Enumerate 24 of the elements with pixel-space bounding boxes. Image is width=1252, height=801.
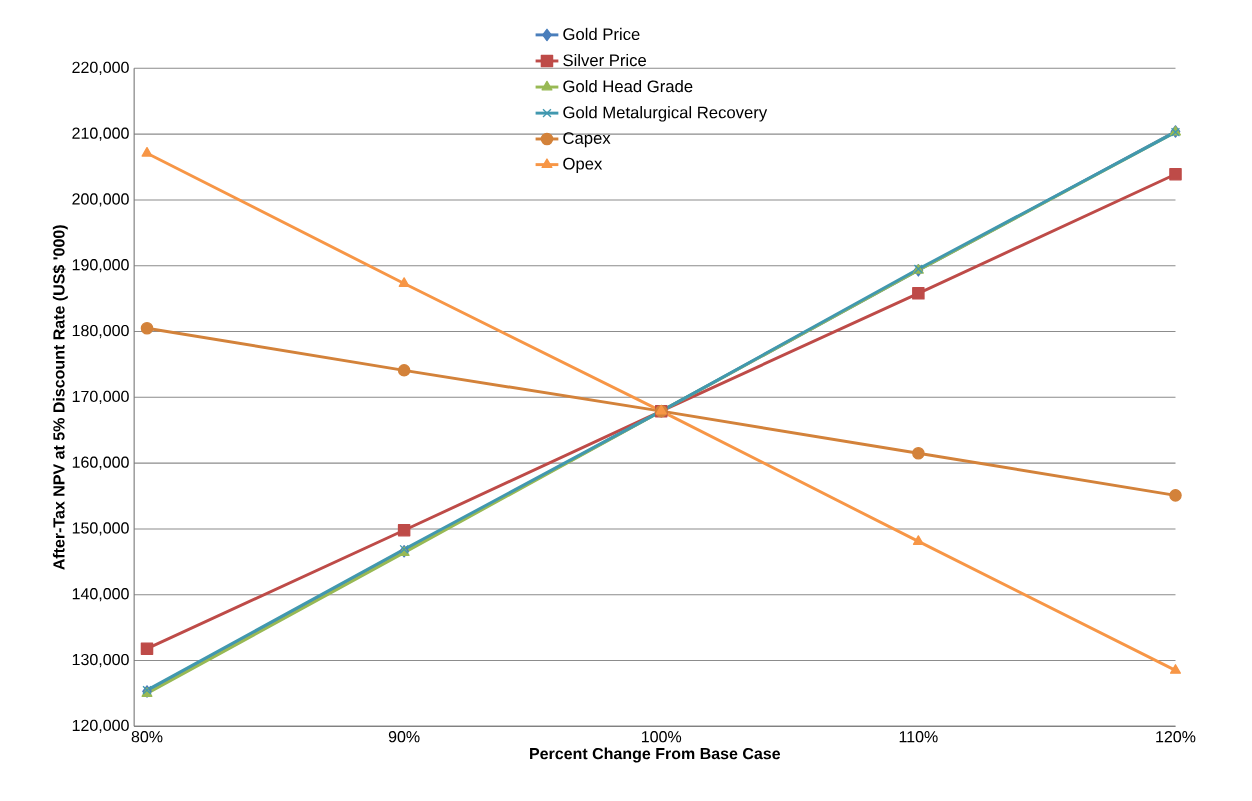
y-tick-label: 210,000 — [72, 127, 129, 141]
x-tick-label: 120% — [1156, 730, 1196, 743]
legend-label: Silver Price — [563, 53, 647, 67]
x-axis-title: Percent Change From Base Case — [530, 747, 781, 763]
y-tick-label: 220,000 — [72, 61, 129, 75]
legend-label: Opex — [563, 157, 603, 173]
y-tick-label: 180,000 — [72, 324, 129, 338]
y-tick-label: 190,000 — [72, 258, 129, 273]
x-tick-label: 100% — [642, 730, 682, 743]
y-tick-label: 130,000 — [72, 653, 129, 667]
legend-label: Gold Metalurgical Recovery — [563, 105, 768, 122]
legend-label: Gold Head Grade — [563, 79, 693, 93]
y-tick-label: 120,000 — [72, 719, 129, 733]
x-tick-label: 80% — [131, 730, 163, 743]
y-tick-label: 200,000 — [72, 193, 129, 207]
x-tick-label: 90% — [388, 730, 420, 743]
y-tick-label: 150,000 — [72, 522, 129, 536]
legend-label: Gold Price — [563, 27, 640, 40]
y-tick-label: 170,000 — [72, 390, 129, 404]
legend-label: Capex — [563, 132, 611, 148]
y-axis-title: After-Tax NPV at 5% Discount Rate (US$ '000) — [52, 225, 68, 570]
y-tick-label: 160,000 — [72, 456, 129, 470]
x-tick-label: 110% — [899, 730, 938, 743]
y-tick-label: 140,000 — [72, 587, 129, 602]
